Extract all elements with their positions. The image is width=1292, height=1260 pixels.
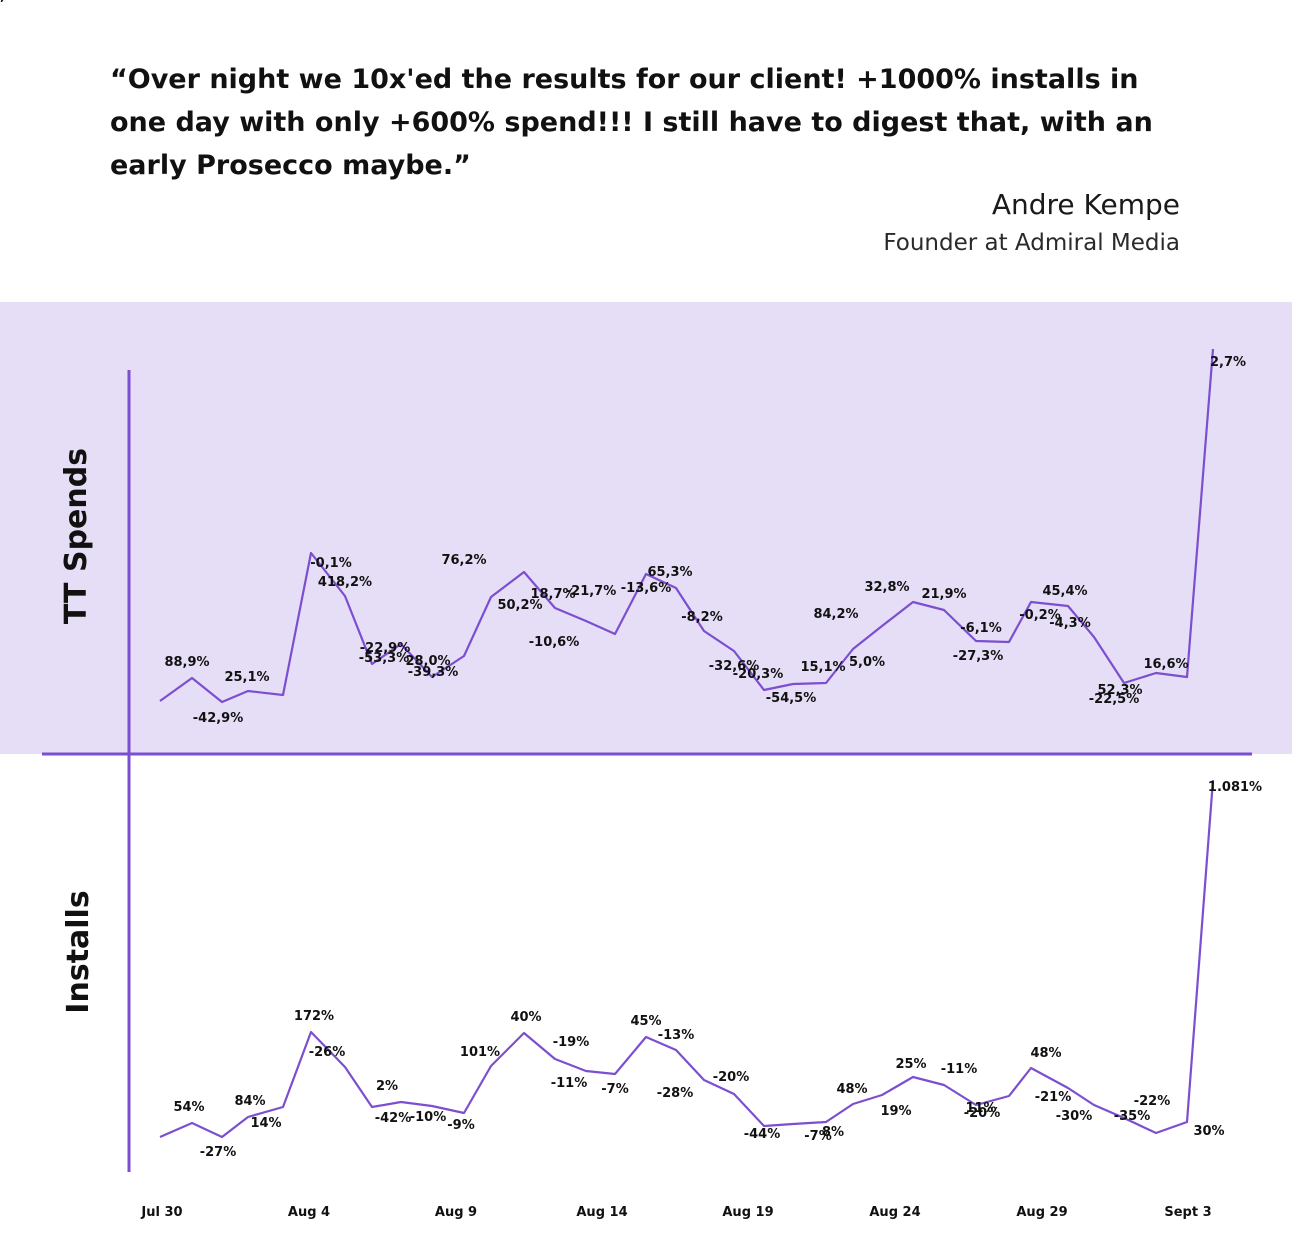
installs-data-label: 54% <box>173 1100 204 1115</box>
x-tick-label: Aug 24 <box>869 1205 920 1220</box>
tt-spends-data-label: -0,1% <box>310 556 351 571</box>
tt-spends-data-label: -53,3% <box>359 651 410 666</box>
x-tick-label: Aug 29 <box>1016 1205 1067 1220</box>
tt-spends-data-label: 2,7% <box>1210 355 1246 370</box>
installs-data-label: 14% <box>250 1116 281 1131</box>
installs-data-label: -10% <box>410 1110 447 1125</box>
tt-spends-data-label: 45,4% <box>1042 584 1087 599</box>
y-title-tt-spends: TT Spends <box>59 448 94 624</box>
tt-spends-data-label: -54,5% <box>766 691 817 706</box>
installs-data-label: -21% <box>1035 1090 1072 1105</box>
x-tick-label: Jul 30 <box>140 1205 182 1220</box>
tt-spends-data-label: -20,3% <box>733 667 784 682</box>
installs-data-label: 8% <box>822 1125 844 1140</box>
tt-spends-data-label: -21,7% <box>566 584 617 599</box>
installs-data-label: -19% <box>553 1035 590 1050</box>
tt-spends-data-label: 28,0% <box>405 654 450 669</box>
installs-data-label: 84% <box>234 1094 265 1109</box>
installs-data-label: -7% <box>804 1129 831 1144</box>
installs-data-label: -20% <box>713 1070 750 1085</box>
tt-spends-data-label: -13,6% <box>621 581 672 596</box>
tt-spends-data-label: -22,9% <box>360 641 411 656</box>
tt-spends-data-label: -39,3% <box>408 665 459 680</box>
installs-data-label: -42% <box>375 1111 412 1126</box>
tt-spends-data-label: 16,6% <box>1143 657 1188 672</box>
installs-data-label: 11% <box>965 1101 996 1116</box>
x-tick-label: Aug 9 <box>435 1205 477 1220</box>
installs-data-label: 48% <box>836 1082 867 1097</box>
installs-data-label: -13% <box>658 1028 695 1043</box>
x-tick-label: Aug 14 <box>576 1205 627 1220</box>
y-title-installs: Installs <box>61 890 96 1013</box>
installs-data-label: 25% <box>895 1057 926 1072</box>
tt-spends-data-label: -27,3% <box>953 649 1004 664</box>
installs-data-label: -20% <box>964 1106 1001 1121</box>
tt-spends-data-label: -42,9% <box>193 711 244 726</box>
tt-spends-data-label: 418,2% <box>318 575 372 590</box>
tt-spends-data-label: -32,6% <box>709 659 760 674</box>
tt-spends-data-label: -6,1% <box>960 621 1001 636</box>
tt-spends-data-label: -4,3% <box>1049 616 1090 631</box>
tt-spends-data-label: 18,7% <box>530 587 575 602</box>
tt-spends-data-label: 25,1% <box>224 670 269 685</box>
installs-data-label: 45% <box>630 1014 661 1029</box>
installs-data-label: -9% <box>447 1118 474 1133</box>
tt-spends-data-label: -22,5% <box>1089 692 1140 707</box>
installs-data-label: -44% <box>744 1127 781 1142</box>
installs-data-label: 1.081% <box>1208 780 1262 795</box>
tt-spends-data-label: 633,1% <box>0 0 27 4</box>
tt-spends-data-label: -0,2% <box>1019 608 1060 623</box>
installs-data-label: 19% <box>880 1104 911 1119</box>
quote-author-role: Founder at Admiral Media <box>883 230 1180 256</box>
installs-data-label: 48% <box>1030 1046 1061 1061</box>
installs-line <box>159 779 1215 1139</box>
installs-data-label: -28% <box>657 1086 694 1101</box>
installs-data-label: -11% <box>941 1062 978 1077</box>
tt-spends-data-label: -8,2% <box>681 610 722 625</box>
tt-spends-data-label: 65,3% <box>647 565 692 580</box>
installs-data-label: -27% <box>200 1145 237 1160</box>
tt-spends-data-label: 50,2% <box>497 598 542 613</box>
installs-data-label: -30% <box>1056 1109 1093 1124</box>
installs-data-label: -35% <box>1114 1109 1151 1124</box>
installs-data-label: 101% <box>460 1045 500 1060</box>
installs-data-label: -11% <box>551 1076 588 1091</box>
installs-data-label: 2% <box>376 1079 398 1094</box>
installs-data-label: 40% <box>510 1010 541 1025</box>
tt-spends-line <box>159 348 1215 704</box>
x-tick-label: Sept 3 <box>1164 1205 1211 1220</box>
installs-data-label: -7% <box>601 1082 628 1097</box>
installs-data-label: -26% <box>309 1045 346 1060</box>
tt-spends-data-label: 5,0% <box>849 655 885 670</box>
tt-spends-data-label: 84,2% <box>813 607 858 622</box>
x-tick-label: Aug 19 <box>722 1205 773 1220</box>
spends-background-band <box>0 302 1292 754</box>
installs-data-label: 172% <box>294 1009 334 1024</box>
tt-spends-data-label: 76,2% <box>441 553 486 568</box>
testimonial-quote: “Over night we 10x'ed the results for ou… <box>110 64 1153 181</box>
installs-data-label: 30% <box>1193 1124 1224 1139</box>
tt-spends-data-label: 88,9% <box>164 655 209 670</box>
tt-spends-data-label: 21,9% <box>921 587 966 602</box>
tt-spends-data-label: 52,3% <box>1097 683 1142 698</box>
installs-data-label: -22% <box>1134 1094 1171 1109</box>
tt-spends-data-label: 15,1% <box>800 660 845 675</box>
quote-author: Andre Kempe <box>991 188 1180 221</box>
tt-spends-data-label: 32,8% <box>864 580 909 595</box>
tt-spends-data-label: -10,6% <box>529 635 580 650</box>
x-tick-label: Aug 4 <box>288 1205 330 1220</box>
